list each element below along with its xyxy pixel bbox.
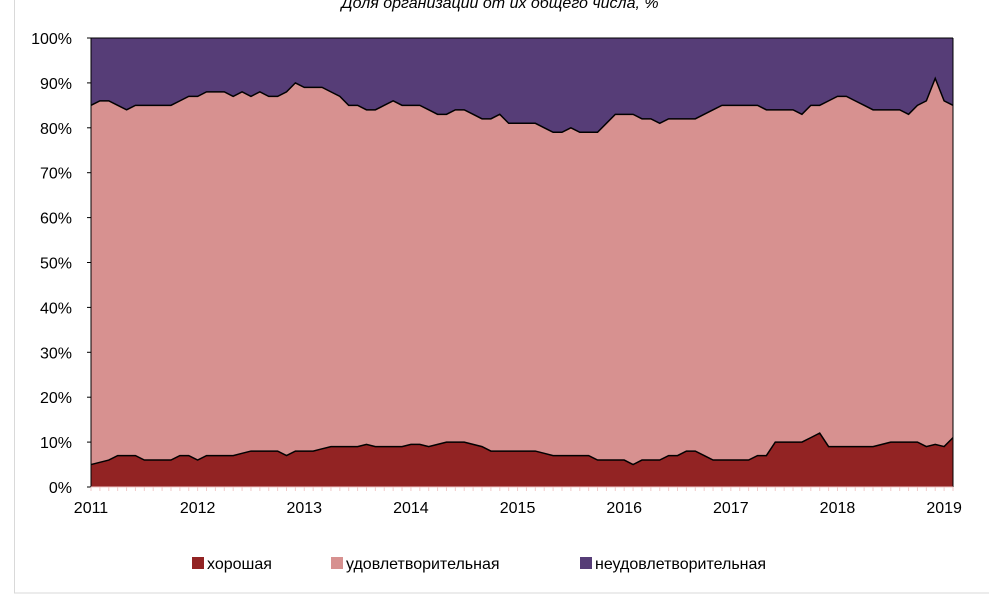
y-tick-label: 20% (40, 390, 72, 407)
y-tick-label: 30% (40, 345, 72, 362)
legend-swatch (331, 557, 343, 569)
x-tick-label: 2018 (820, 500, 856, 517)
y-tick-label: 100% (31, 31, 72, 48)
legend-label: удовлетворительная (346, 556, 500, 573)
area-edge (90, 432, 954, 466)
x-tick-label: 2012 (180, 500, 216, 517)
y-tick-label: 60% (40, 211, 72, 228)
y-tick-label: 80% (40, 121, 72, 138)
chart-title: Доля организаций от их общего числа, % (339, 0, 658, 12)
area (91, 78, 953, 465)
y-tick-label: 10% (40, 435, 72, 452)
legend-swatch (580, 557, 592, 569)
x-tick-label: 2017 (713, 500, 749, 517)
legend-label: неудовлетворительная (595, 556, 766, 573)
x-tick-label: 2019 (926, 500, 962, 517)
y-tick-label: 90% (40, 76, 72, 93)
area-edge (90, 76, 954, 134)
x-tick-label: 2015 (500, 500, 536, 517)
x-tick-label: 2013 (286, 500, 322, 517)
y-tick-label: 40% (40, 300, 72, 317)
y-tick-label: 0% (49, 480, 72, 497)
x-tick-label: 2011 (74, 500, 109, 517)
area (91, 433, 953, 487)
legend-label: хорошая (207, 556, 272, 573)
x-tick-label: 2016 (606, 500, 642, 517)
y-tick-label: 50% (40, 256, 72, 273)
x-tick-label: 2014 (393, 500, 429, 517)
area (91, 38, 953, 133)
legend-swatch (192, 557, 204, 569)
y-tick-label: 70% (40, 166, 72, 183)
